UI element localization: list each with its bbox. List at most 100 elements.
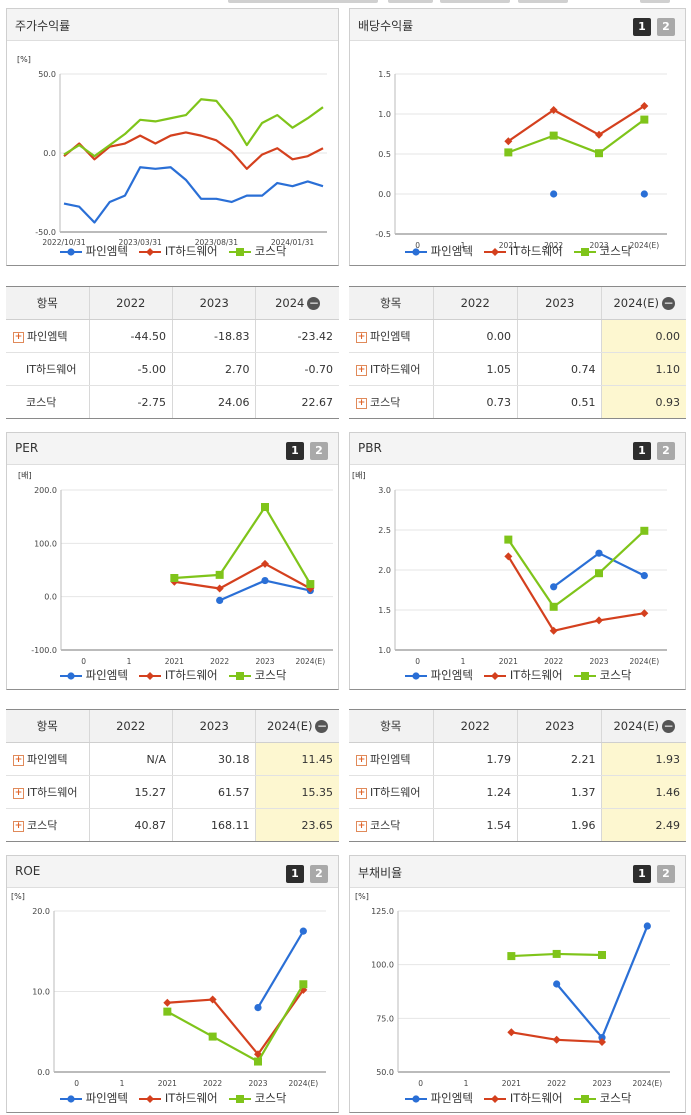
data-point[interactable]: [507, 952, 516, 961]
expand-plus-icon[interactable]: +: [356, 787, 367, 799]
data-point[interactable]: [163, 1007, 172, 1016]
data-point[interactable]: [254, 1050, 262, 1059]
legend-item[interactable]: 코스닥: [573, 1090, 631, 1106]
data-point[interactable]: [507, 1028, 516, 1037]
data-point[interactable]: [595, 616, 603, 625]
legend-item[interactable]: 파인엠텍: [404, 667, 473, 683]
data-point[interactable]: [640, 190, 648, 198]
collapse-minus-icon[interactable]: −: [661, 719, 675, 733]
data-point[interactable]: [549, 626, 558, 635]
data-point[interactable]: [549, 106, 558, 114]
expand-plus-icon[interactable]: +: [356, 331, 367, 343]
data-point[interactable]: [299, 927, 307, 935]
data-point[interactable]: [549, 602, 558, 611]
x-tick-label: 2022/10/31: [42, 238, 85, 247]
y-tick-label: 0.5: [378, 150, 391, 159]
x-tick-label: 2022: [547, 1079, 566, 1088]
page-2-button[interactable]: 2: [657, 18, 675, 36]
legend-item[interactable]: IT하드웨어: [483, 1090, 563, 1106]
legend-item[interactable]: IT하드웨어: [138, 667, 218, 683]
data-point[interactable]: [504, 137, 513, 146]
page-1-button[interactable]: 1: [286, 865, 304, 883]
data-point[interactable]: [595, 549, 603, 557]
expand-plus-icon[interactable]: +: [356, 364, 367, 376]
x-tick-label: 2024(E): [629, 241, 659, 250]
data-point[interactable]: [504, 148, 513, 157]
legend-item[interactable]: 코스닥: [228, 243, 286, 259]
data-point[interactable]: [208, 1032, 217, 1041]
page-2-button[interactable]: 2: [657, 865, 675, 883]
data-point[interactable]: [215, 570, 224, 579]
data-point[interactable]: [552, 949, 561, 958]
legend-item[interactable]: 코스닥: [228, 667, 286, 683]
collapse-minus-icon[interactable]: −: [315, 719, 329, 733]
page-2-button[interactable]: 2: [310, 442, 328, 460]
legend-item[interactable]: 파인엠텍: [404, 243, 473, 259]
data-point[interactable]: [595, 130, 603, 139]
legend-item[interactable]: 파인엠텍: [404, 1090, 473, 1106]
page-1-button[interactable]: 1: [633, 442, 651, 460]
x-tick-label: 2021: [499, 241, 518, 250]
data-point[interactable]: [216, 596, 224, 604]
data-point[interactable]: [163, 998, 172, 1007]
data-point[interactable]: [550, 190, 558, 198]
legend-item[interactable]: IT하드웨어: [138, 243, 218, 259]
expand-plus-icon[interactable]: +: [13, 787, 24, 799]
data-point[interactable]: [595, 569, 603, 578]
legend-item[interactable]: 코스닥: [573, 667, 631, 683]
data-point[interactable]: [643, 922, 651, 930]
expand-plus-icon[interactable]: +: [13, 820, 24, 832]
legend-item[interactable]: IT하드웨어: [138, 1090, 218, 1106]
expand-plus-icon[interactable]: +: [356, 820, 367, 832]
legend-item[interactable]: IT하드웨어: [483, 667, 563, 683]
legend-item[interactable]: IT하드웨어: [483, 243, 563, 259]
data-point[interactable]: [504, 552, 513, 561]
expand-plus-icon[interactable]: +: [13, 331, 24, 343]
data-point[interactable]: [254, 1057, 262, 1066]
legend-item[interactable]: 파인엠텍: [59, 1090, 128, 1106]
data-point[interactable]: [640, 526, 649, 535]
data-point[interactable]: [640, 102, 649, 110]
data-point[interactable]: [640, 115, 649, 124]
row-label-cell: + 코스닥: [6, 809, 89, 842]
data-point[interactable]: [261, 576, 269, 585]
data-point[interactable]: [598, 1037, 606, 1046]
data-point[interactable]: [261, 559, 269, 568]
x-tick-label: 0: [74, 1079, 79, 1088]
data-point[interactable]: [640, 572, 648, 580]
legend-label: IT하드웨어: [164, 668, 218, 682]
data-point[interactable]: [261, 503, 269, 512]
data-point[interactable]: [504, 535, 513, 544]
data-point[interactable]: [595, 149, 603, 158]
legend-item[interactable]: 파인엠텍: [59, 667, 128, 683]
data-point[interactable]: [598, 951, 606, 960]
data-point[interactable]: [254, 1004, 262, 1012]
page-1-button[interactable]: 1: [633, 865, 651, 883]
data-point[interactable]: [215, 584, 224, 593]
data-point[interactable]: [306, 584, 315, 593]
page-1-button[interactable]: 1: [286, 442, 304, 460]
legend-item[interactable]: 코스닥: [573, 243, 631, 259]
collapse-minus-icon[interactable]: −: [661, 296, 675, 310]
legend-item[interactable]: 코스닥: [228, 1090, 286, 1106]
legend-item[interactable]: 파인엠텍: [59, 243, 128, 259]
expand-plus-icon[interactable]: +: [13, 754, 24, 766]
page-2-button[interactable]: 2: [657, 442, 675, 460]
data-point[interactable]: [170, 574, 179, 582]
data-point[interactable]: [208, 995, 217, 1004]
data-point[interactable]: [552, 1035, 561, 1044]
data-point[interactable]: [550, 583, 558, 591]
data-point[interactable]: [306, 580, 315, 589]
data-point[interactable]: [549, 131, 558, 140]
page-2-button[interactable]: 2: [310, 865, 328, 883]
expand-plus-icon[interactable]: +: [356, 397, 367, 409]
data-point[interactable]: [640, 609, 649, 618]
expand-plus-icon[interactable]: +: [356, 754, 367, 766]
collapse-minus-icon[interactable]: −: [307, 296, 321, 310]
data-point[interactable]: [598, 1034, 606, 1042]
data-point[interactable]: [553, 980, 561, 988]
data-point[interactable]: [299, 980, 308, 989]
page-1-button[interactable]: 1: [633, 18, 651, 36]
